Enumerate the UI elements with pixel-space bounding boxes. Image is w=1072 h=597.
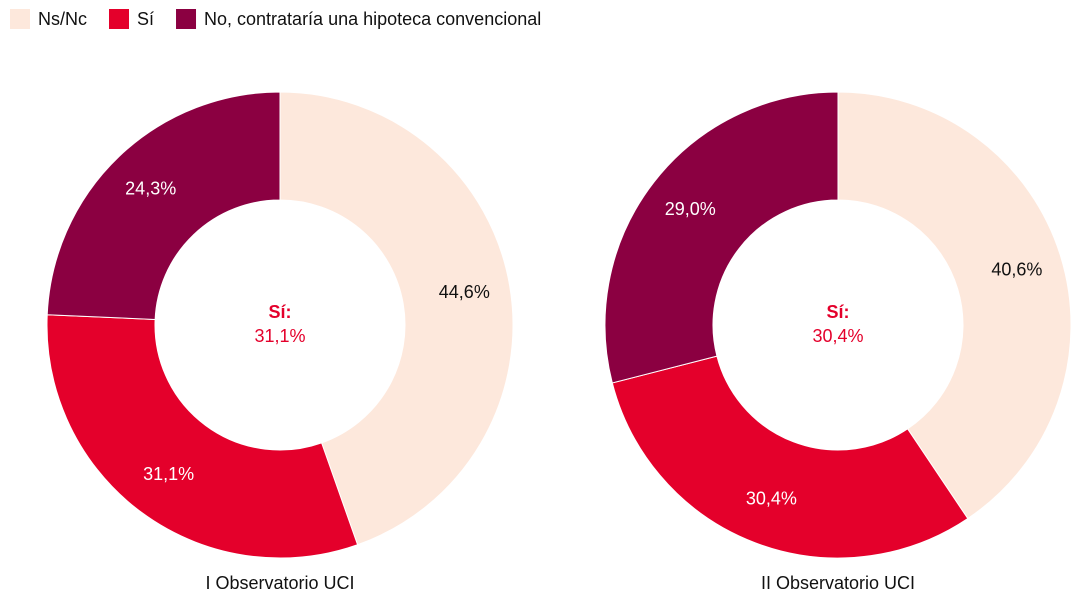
legend-label: Ns/Nc [38, 9, 87, 29]
data-label: 29,0% [665, 199, 716, 219]
chart-title: I Observatorio UCI [205, 573, 354, 593]
legend-label: No, contrataría una hipoteca convenciona… [204, 9, 541, 29]
donut-segment [837, 91, 1072, 520]
data-label: 31,1% [143, 464, 194, 484]
data-label: 44,6% [439, 282, 490, 302]
donut-segment [611, 355, 969, 559]
legend-label: Sí [137, 9, 154, 29]
center-title: Sí: [826, 302, 849, 322]
legend-swatch [109, 9, 129, 29]
donut-segment [604, 91, 839, 384]
donut-segment [46, 314, 359, 559]
donut-segment [279, 91, 514, 546]
data-label: 30,4% [746, 488, 797, 508]
center-title: Sí: [268, 302, 291, 322]
legend-swatch [10, 9, 30, 29]
chart-title: II Observatorio UCI [761, 573, 915, 593]
center-value: 30,4% [812, 326, 863, 346]
donut-segment [46, 91, 281, 321]
legend-swatch [176, 9, 197, 29]
data-label: 40,6% [991, 259, 1042, 279]
center-value: 31,1% [254, 326, 305, 346]
data-label: 24,3% [125, 179, 176, 199]
